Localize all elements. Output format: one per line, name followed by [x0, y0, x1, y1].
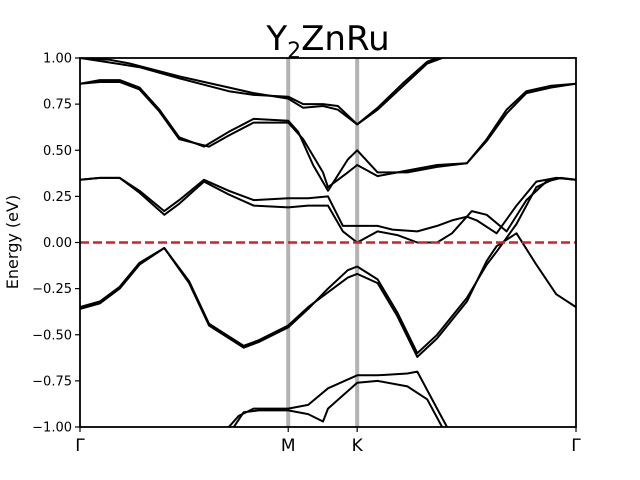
y-axis-label: Energy (eV) — [3, 195, 22, 289]
band-line-10 — [232, 379, 443, 427]
y-tick-label-1: −0.75 — [32, 374, 72, 389]
band-line-6 — [80, 176, 576, 244]
band-line-1 — [80, 58, 438, 126]
y-tick-label-5: 0.25 — [43, 190, 72, 205]
y-tick-label-7: 0.75 — [43, 98, 72, 113]
x-tick-label-3: Γ — [571, 436, 581, 456]
band-line-3 — [80, 81, 576, 189]
x-tick-label-0: Γ — [75, 436, 85, 456]
band-line-9 — [228, 370, 448, 427]
x-tick-label-1: M — [281, 436, 296, 456]
chart-title: Y2ZnRu — [265, 19, 389, 64]
band-line-4 — [80, 79, 576, 192]
band-line-8 — [80, 232, 576, 358]
y-tick-label-0: −1.00 — [32, 421, 72, 436]
band-line-2 — [80, 58, 443, 126]
y-tick-label-8: 1.00 — [43, 52, 72, 67]
y-tick-label-3: −0.25 — [32, 282, 72, 297]
y-tick-label-4: 0.00 — [43, 236, 72, 251]
y-tick-label-6: 0.50 — [43, 144, 72, 159]
plot-area: −1.00 −0.75 −0.50 −0.25 0.00 0.25 0.50 0.75 1.00… — [32, 52, 581, 457]
band-line-5 — [80, 176, 576, 235]
y-tick-label-2: −0.50 — [32, 328, 72, 343]
x-tick-label-2: K — [352, 436, 364, 456]
